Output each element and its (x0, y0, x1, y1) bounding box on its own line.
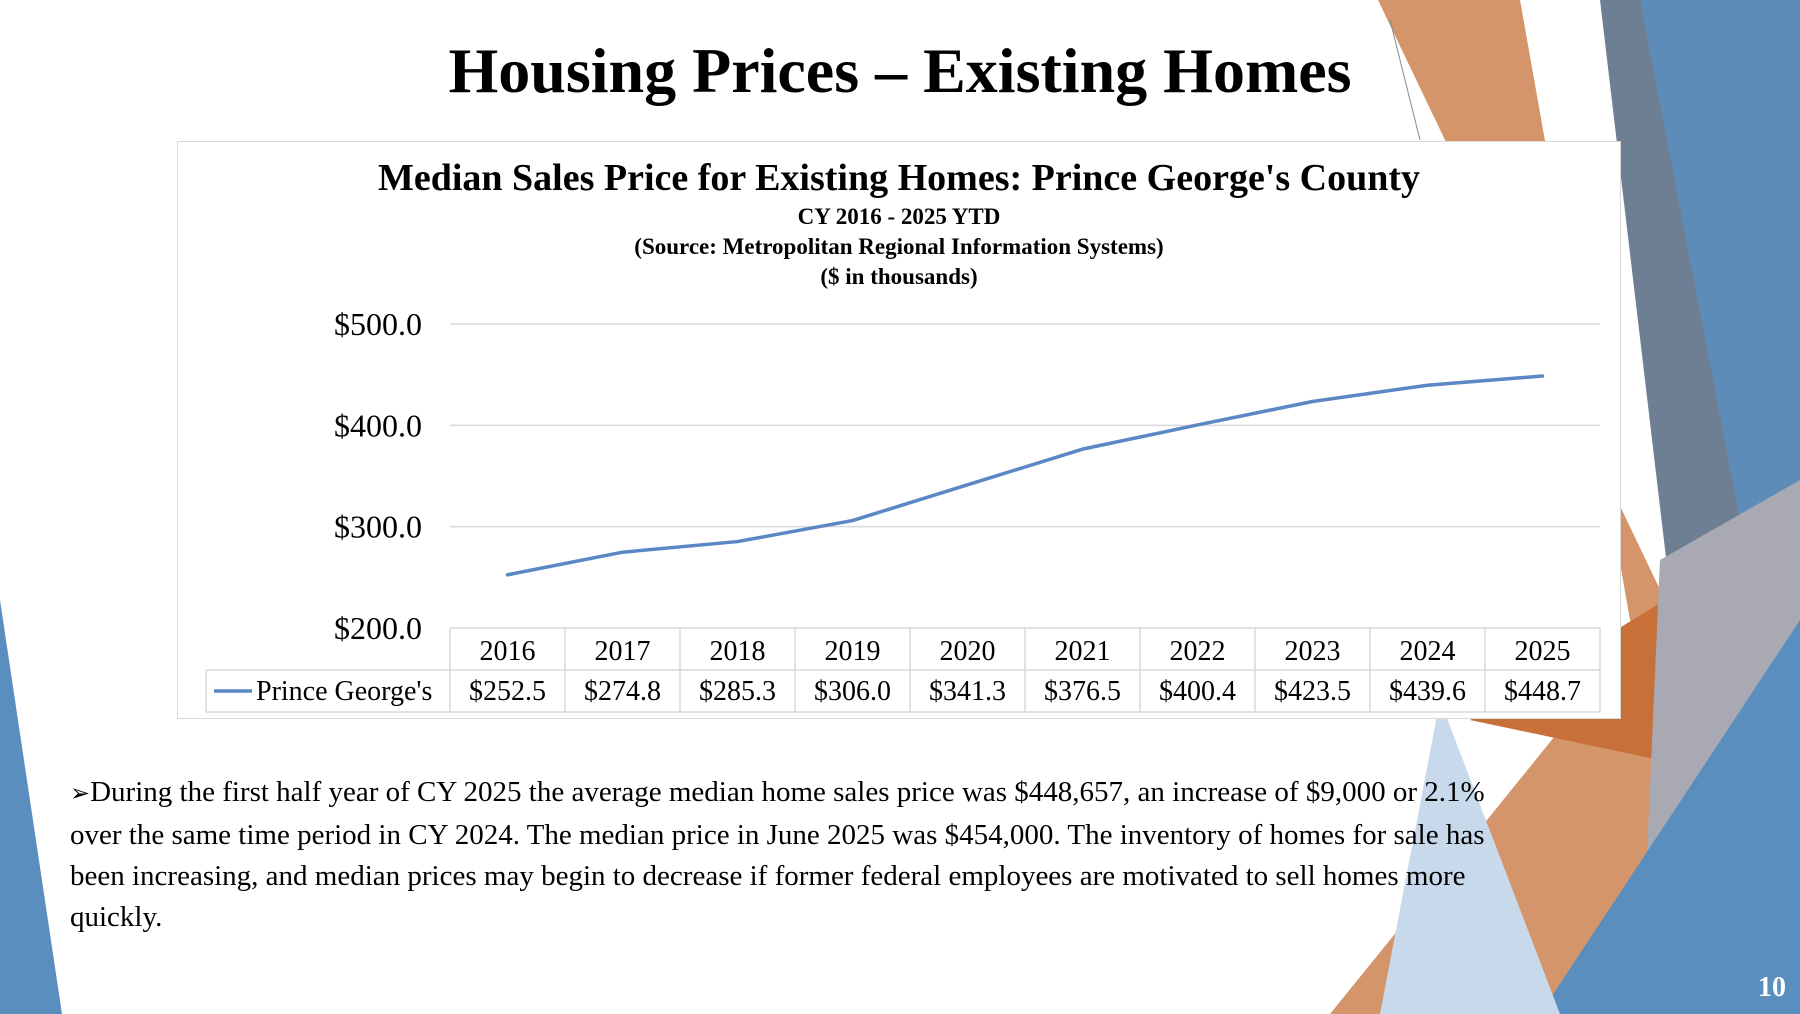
series-line (505, 374, 1545, 577)
x-category-label: 2024 (1400, 636, 1456, 667)
x-category-label: 2019 (825, 636, 881, 667)
data-table-value: $439.6 (1389, 676, 1466, 707)
x-category-label: 2023 (1285, 636, 1341, 667)
chart-title: Median Sales Price for Existing Homes: P… (377, 157, 1421, 199)
data-table-value: $448.7 (1504, 676, 1581, 707)
data-table-value: $306.0 (814, 676, 891, 707)
x-category-label: 2020 (940, 636, 996, 667)
data-table-value: $285.3 (699, 676, 776, 707)
page-number: 10 (1758, 972, 1786, 1003)
y-tick-label: $400.0 (334, 407, 422, 443)
data-table-value: $274.8 (584, 676, 661, 707)
summary-paragraph: ➢During the first half year of CY 2025 t… (70, 772, 1490, 938)
x-category-label: 2016 (480, 636, 536, 667)
bg-blue-lower-facet (1540, 620, 1800, 1014)
data-table-value: $400.4 (1159, 676, 1236, 707)
x-category-label: 2017 (595, 636, 651, 667)
legend-series-name: Prince George's (256, 676, 432, 707)
x-category-label: 2025 (1515, 636, 1571, 667)
chart-subtitle-period: CY 2016 - 2025 YTD (797, 204, 1001, 229)
chart-subtitle-units: ($ in thousands) (820, 264, 978, 289)
chart-subtitle-source: (Source: Metropolitan Regional Informati… (634, 234, 1164, 259)
slide-title: Housing Prices – Existing Homes (448, 35, 1352, 106)
data-table-value: $423.5 (1274, 676, 1351, 707)
bg-orange-facet (1330, 0, 1700, 1014)
data-table-value: $341.3 (929, 676, 1006, 707)
data-table-value: $252.5 (469, 676, 546, 707)
y-tick-label: $300.0 (334, 509, 422, 545)
y-tick-label: $200.0 (334, 610, 422, 646)
bullet-arrow-icon: ➢ (70, 781, 91, 807)
bg-thin-line (1389, 19, 1421, 141)
data-table-value: $376.5 (1044, 676, 1121, 707)
summary-text: During the first half year of CY 2025 th… (70, 776, 1485, 933)
bg-light-blue-facet (1380, 700, 1560, 1014)
x-category-label: 2022 (1170, 636, 1226, 667)
line-chart: $200.0 $300.0 $400.0 $500.0 2016 2017 2018 2019… (205, 306, 1601, 713)
x-category-label: 2021 (1055, 636, 1111, 667)
bg-left-blue-facet (0, 600, 62, 1014)
x-category-label: 2018 (710, 636, 766, 667)
y-tick-label: $500.0 (334, 306, 422, 342)
chart-container: Median Sales Price for Existing Homes: P… (177, 141, 1621, 719)
bg-blue-facet (1640, 0, 1800, 560)
